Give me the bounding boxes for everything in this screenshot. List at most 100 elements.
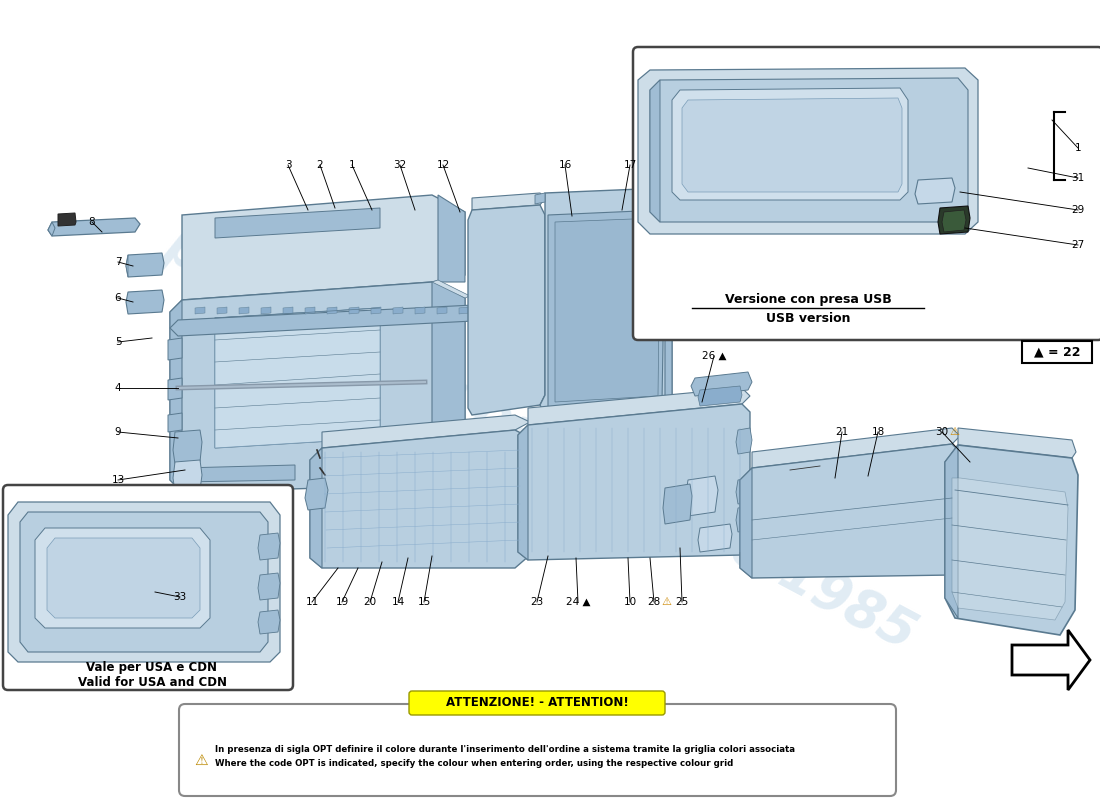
Polygon shape — [126, 255, 128, 277]
Polygon shape — [195, 307, 205, 314]
Polygon shape — [239, 307, 249, 314]
Text: 31: 31 — [1071, 173, 1085, 183]
Text: 23: 23 — [530, 597, 543, 607]
Polygon shape — [310, 430, 530, 568]
Text: 11: 11 — [306, 597, 319, 607]
Polygon shape — [182, 465, 295, 482]
Polygon shape — [682, 98, 902, 192]
Polygon shape — [663, 484, 692, 524]
FancyBboxPatch shape — [632, 47, 1100, 340]
Polygon shape — [168, 338, 182, 360]
Polygon shape — [518, 404, 750, 560]
Polygon shape — [438, 195, 465, 282]
Polygon shape — [173, 430, 202, 464]
Polygon shape — [540, 188, 672, 425]
Polygon shape — [258, 533, 280, 560]
Polygon shape — [650, 80, 660, 222]
Polygon shape — [1012, 630, 1090, 690]
Polygon shape — [638, 68, 978, 234]
Polygon shape — [459, 307, 469, 314]
Polygon shape — [48, 222, 55, 236]
Text: 18: 18 — [871, 427, 884, 437]
Polygon shape — [685, 476, 718, 516]
FancyBboxPatch shape — [3, 485, 293, 690]
Text: Versione con presa USB: Versione con presa USB — [725, 294, 891, 306]
Text: ▲ = 22: ▲ = 22 — [1034, 346, 1080, 358]
Text: 10: 10 — [624, 597, 637, 607]
Text: 26 ▲: 26 ▲ — [702, 351, 726, 361]
Text: Valid for USA and CDN: Valid for USA and CDN — [77, 677, 227, 690]
Text: 24 ▲: 24 ▲ — [565, 597, 591, 607]
Polygon shape — [432, 280, 470, 298]
Text: ⚠: ⚠ — [195, 753, 208, 767]
Text: 8: 8 — [89, 217, 96, 227]
Polygon shape — [740, 468, 752, 578]
Polygon shape — [214, 308, 380, 448]
Polygon shape — [261, 307, 271, 314]
Polygon shape — [437, 307, 447, 314]
Text: 14: 14 — [392, 597, 405, 607]
Polygon shape — [472, 193, 544, 210]
FancyBboxPatch shape — [179, 704, 896, 796]
Text: 15: 15 — [417, 597, 430, 607]
Polygon shape — [468, 205, 544, 415]
Text: 12: 12 — [437, 160, 450, 170]
Polygon shape — [556, 218, 660, 402]
Polygon shape — [736, 478, 752, 504]
Polygon shape — [182, 195, 465, 300]
Text: 30: 30 — [935, 427, 948, 437]
Polygon shape — [547, 307, 557, 314]
Polygon shape — [258, 610, 280, 634]
Polygon shape — [415, 307, 425, 314]
Text: 9: 9 — [114, 427, 121, 437]
Polygon shape — [672, 88, 908, 200]
Text: 25: 25 — [675, 597, 689, 607]
Polygon shape — [736, 428, 752, 454]
Polygon shape — [258, 573, 280, 600]
Polygon shape — [168, 378, 182, 400]
Polygon shape — [393, 307, 403, 314]
Polygon shape — [349, 307, 359, 314]
Text: ATTENZIONE! - ATTENTION!: ATTENZIONE! - ATTENTION! — [446, 697, 628, 710]
Polygon shape — [481, 307, 491, 314]
Polygon shape — [752, 428, 960, 468]
Polygon shape — [650, 78, 968, 222]
Text: 7: 7 — [114, 257, 121, 267]
Polygon shape — [170, 282, 465, 492]
Text: 4: 4 — [114, 383, 121, 393]
Text: 19: 19 — [336, 597, 349, 607]
Polygon shape — [8, 502, 280, 662]
Polygon shape — [736, 506, 752, 532]
Polygon shape — [35, 528, 210, 628]
Text: passion for parts since 1985: passion for parts since 1985 — [155, 219, 925, 661]
Text: 28: 28 — [648, 597, 661, 607]
Text: 1: 1 — [349, 160, 355, 170]
Polygon shape — [548, 210, 666, 408]
Polygon shape — [214, 208, 380, 238]
Polygon shape — [327, 307, 337, 314]
Polygon shape — [915, 178, 955, 204]
Polygon shape — [503, 307, 513, 314]
Polygon shape — [173, 460, 202, 492]
Polygon shape — [217, 307, 227, 314]
FancyBboxPatch shape — [409, 691, 666, 715]
Polygon shape — [666, 188, 672, 425]
Text: 17: 17 — [624, 160, 637, 170]
Polygon shape — [283, 307, 293, 314]
Polygon shape — [528, 388, 750, 425]
Polygon shape — [58, 213, 76, 226]
Polygon shape — [755, 458, 793, 492]
Text: Vale per USA e CDN: Vale per USA e CDN — [87, 662, 218, 674]
Text: ⚠: ⚠ — [661, 597, 671, 607]
Polygon shape — [20, 512, 268, 652]
Polygon shape — [958, 428, 1076, 458]
Text: 5: 5 — [114, 337, 121, 347]
Polygon shape — [518, 425, 528, 560]
Text: 29: 29 — [1071, 205, 1085, 215]
Text: 33: 33 — [174, 592, 187, 602]
Polygon shape — [945, 445, 1078, 635]
Polygon shape — [126, 290, 164, 314]
Polygon shape — [952, 478, 1068, 620]
Polygon shape — [170, 300, 578, 336]
Text: ⚠: ⚠ — [949, 427, 959, 437]
